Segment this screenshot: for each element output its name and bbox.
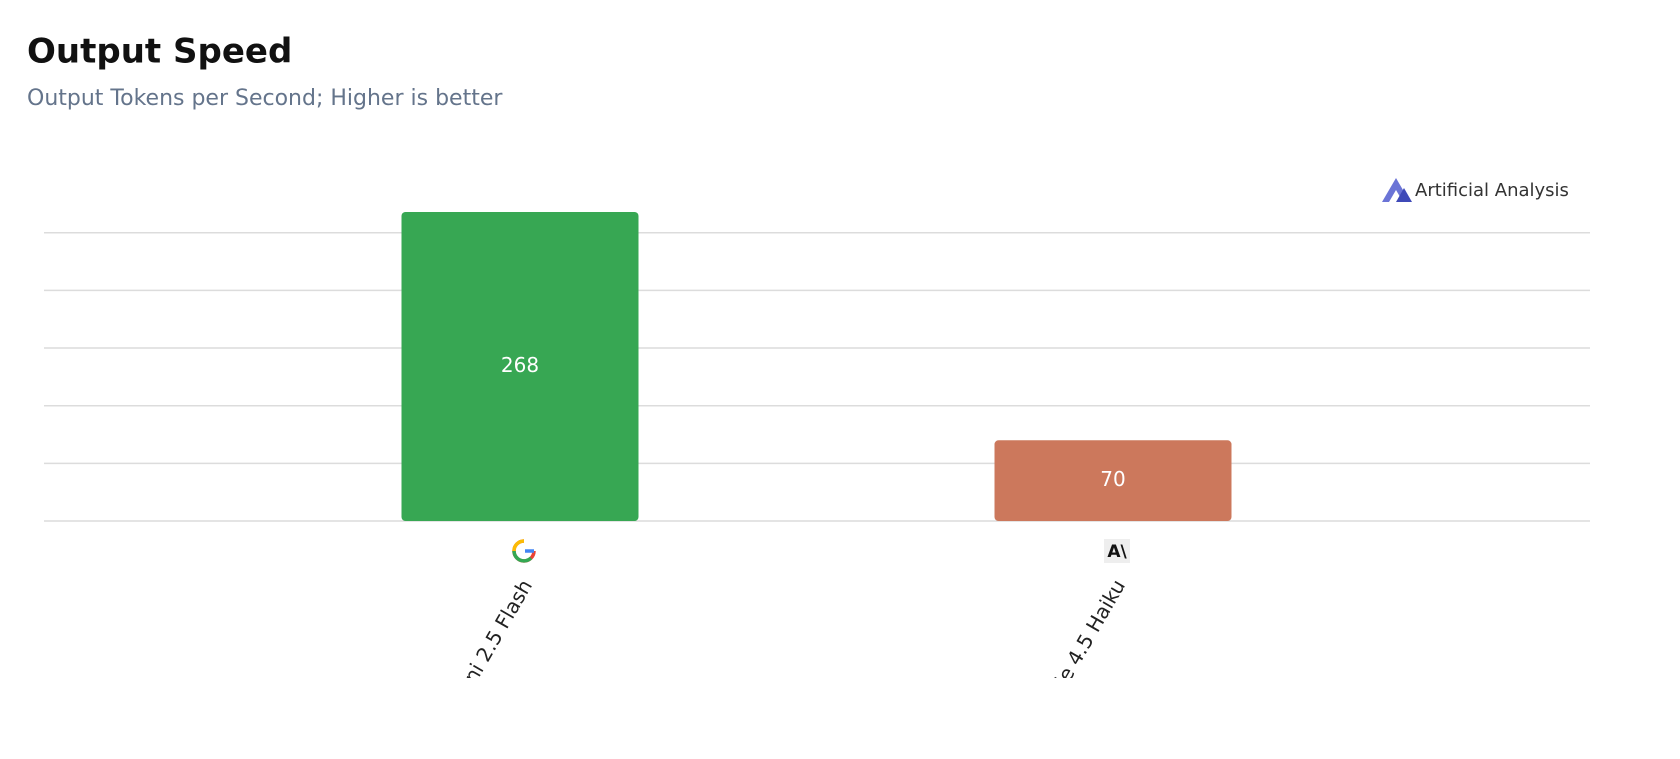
x-tick-label: Claude 4.5 Haiku xyxy=(1024,575,1130,735)
x-tick-label: Gemini 2.5 Flash xyxy=(432,575,537,733)
google-icon xyxy=(512,539,536,563)
chart-title: Output Speed xyxy=(27,32,292,72)
chart-subtitle: Output Tokens per Second; Higher is bett… xyxy=(27,86,503,111)
watermark: Artificial Analysis xyxy=(1415,180,1569,201)
bar xyxy=(994,440,1232,521)
value-label: 70 xyxy=(1100,467,1125,491)
bar xyxy=(401,212,639,521)
x-labels: Gemini 2.5 Flash Claude 4.5 Haiku xyxy=(432,575,1130,735)
watermark-logo xyxy=(1382,178,1412,202)
svg-text:A\: A\ xyxy=(1107,542,1127,562)
anthropic-icon: A\ xyxy=(1104,539,1130,563)
value-label: 268 xyxy=(501,353,539,377)
